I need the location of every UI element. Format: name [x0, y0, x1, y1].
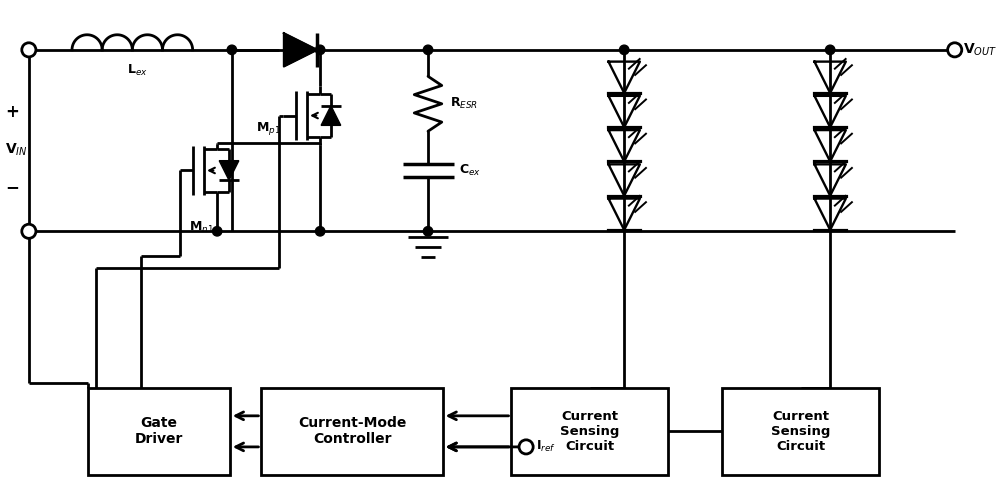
Bar	[88, 388, 230, 474]
Circle shape	[423, 45, 432, 55]
Circle shape	[22, 43, 36, 57]
Text: V$_{IN}$: V$_{IN}$	[5, 142, 28, 158]
Bar	[723, 388, 879, 474]
Text: M$_{p1}$: M$_{p1}$	[256, 121, 281, 137]
Circle shape	[520, 440, 534, 454]
Polygon shape	[321, 106, 340, 125]
Bar	[261, 388, 442, 474]
Circle shape	[620, 45, 629, 55]
Text: Current-Mode
Controller: Current-Mode Controller	[298, 416, 406, 446]
Text: R$_{ESR}$: R$_{ESR}$	[449, 96, 477, 111]
Circle shape	[22, 224, 36, 238]
Polygon shape	[284, 33, 317, 66]
Text: Current
Sensing
Circuit: Current Sensing Circuit	[561, 410, 620, 453]
Circle shape	[423, 227, 432, 236]
Circle shape	[826, 45, 835, 55]
Text: I$_{ref}$: I$_{ref}$	[536, 439, 556, 455]
Text: L$_{ex}$: L$_{ex}$	[127, 62, 148, 78]
Text: V$_{OUT}$: V$_{OUT}$	[963, 42, 997, 58]
Text: +: +	[5, 103, 19, 121]
Circle shape	[227, 45, 236, 55]
Circle shape	[315, 227, 325, 236]
Bar	[512, 388, 669, 474]
Circle shape	[948, 43, 962, 57]
Text: M$_{n1}$: M$_{n1}$	[189, 219, 214, 235]
Circle shape	[212, 227, 222, 236]
Text: Gate
Driver: Gate Driver	[134, 416, 183, 446]
Polygon shape	[219, 161, 239, 180]
Text: −: −	[5, 178, 19, 196]
Text: C$_{ex}$: C$_{ex}$	[459, 163, 481, 178]
Text: Current
Sensing
Circuit: Current Sensing Circuit	[771, 410, 831, 453]
Circle shape	[315, 45, 325, 55]
